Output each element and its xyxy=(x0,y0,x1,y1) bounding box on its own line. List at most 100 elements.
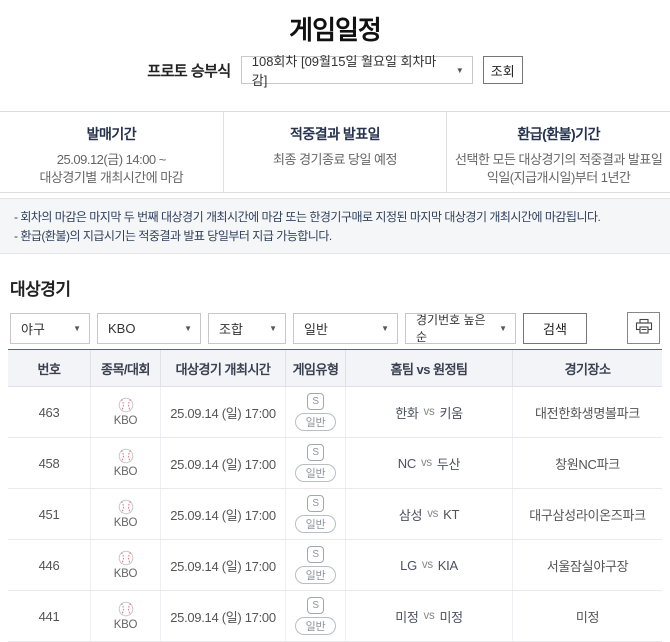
col-header-number: 번호 xyxy=(37,361,61,377)
game-number: 458 xyxy=(38,455,60,471)
league-label: KBO xyxy=(113,568,138,580)
away-team: KT xyxy=(443,506,460,522)
table-row: 463 KBO 25.09.14 (일) 17:00 S 일반 한화 vs 키움… xyxy=(8,387,662,438)
games-table: 번호 종목/대회 대상경기 개최시간 게임유형 홈팀 vs 원정팀 경기장소 4… xyxy=(8,349,662,642)
info-title: 발매기간 xyxy=(86,126,137,142)
home-team: LG xyxy=(400,557,417,573)
single-type-icon: S xyxy=(307,444,324,461)
col-header-time: 대상경기 개최시간 xyxy=(160,350,285,386)
game-type-cell: S 일반 xyxy=(285,438,345,488)
info-strip: 발매기간 25.09.12(금) 14:00 ~ 대상경기별 개최시간에 마감 … xyxy=(0,111,670,193)
away-team: 두산 xyxy=(436,456,461,472)
game-type-cell: S 일반 xyxy=(285,591,345,641)
vs-label: vs xyxy=(420,457,432,469)
search-button[interactable]: 검색 xyxy=(523,312,587,344)
chevron-down-icon: ▼ xyxy=(73,323,81,333)
table-row: 458 KBO 25.09.14 (일) 17:00 S 일반 NC vs 두산… xyxy=(8,438,662,489)
info-box-refund-period: 환급(환불)기간 선택한 모든 대상경기의 적중결과 발표일 익일(지급개시일)… xyxy=(446,112,670,192)
venue-cell: 서울잠실야구장 xyxy=(512,540,662,590)
baseball-icon xyxy=(118,601,134,617)
proto-label: 프로토 승부식 xyxy=(147,62,231,80)
league-label: KBO xyxy=(113,466,138,478)
vs-label: vs xyxy=(427,508,439,520)
game-type-cell: S 일반 xyxy=(285,387,345,437)
teams-cell: 한화 vs 키움 xyxy=(345,387,512,437)
league-select[interactable]: KBO ▼ xyxy=(97,312,201,344)
info-line: 25.09.12(금) 14:00 ~ xyxy=(56,152,167,167)
venue-cell: 미정 xyxy=(512,591,662,641)
sport-cell: KBO xyxy=(90,540,160,590)
combo-select-value: 조합 xyxy=(219,321,243,337)
baseball-icon xyxy=(118,550,134,566)
game-number: 463 xyxy=(38,404,60,420)
league-select-value: KBO xyxy=(108,320,136,336)
game-number: 451 xyxy=(38,506,60,522)
info-box-sale-period: 발매기간 25.09.12(금) 14:00 ~ 대상경기별 개최시간에 마감 xyxy=(0,112,223,192)
game-type-badge: 일반 xyxy=(294,617,337,635)
chevron-down-icon: ▼ xyxy=(381,323,389,333)
match-time: 25.09.14 (일) 17:00 xyxy=(160,540,285,590)
inquiry-button[interactable]: 조회 xyxy=(482,56,523,84)
match-time: 25.09.14 (일) 17:00 xyxy=(160,591,285,641)
home-team: NC xyxy=(397,455,416,471)
table-row: 441 KBO 25.09.14 (일) 17:00 S 일반 미정 vs 미정… xyxy=(8,591,662,642)
sport-cell: KBO xyxy=(90,489,160,539)
table-header-row: 번호 종목/대회 대상경기 개최시간 게임유형 홈팀 vs 원정팀 경기장소 xyxy=(8,350,662,387)
print-button[interactable] xyxy=(627,312,660,344)
chevron-down-icon: ▼ xyxy=(455,65,464,75)
sort-select-value: 경기번호 높은순 xyxy=(416,313,486,344)
single-type-icon: S xyxy=(307,393,324,410)
baseball-icon xyxy=(118,397,134,413)
info-line: 선택한 모든 대상경기의 적중결과 발표일 xyxy=(455,152,663,167)
filter-bar: 야구 ▼ KBO ▼ 조합 ▼ 일반 ▼ 경기번호 높은순 ▼ 검색 xyxy=(10,312,660,344)
round-select-value: 108회차 [09월15일 월요일 회차마감] xyxy=(251,54,437,88)
game-type-badge: 일반 xyxy=(294,566,337,584)
game-type-badge: 일반 xyxy=(294,464,337,482)
single-type-icon: S xyxy=(307,546,324,563)
teams-cell: 미정 vs 미정 xyxy=(345,591,512,641)
league-label: KBO xyxy=(113,517,138,529)
chevron-down-icon: ▼ xyxy=(184,323,192,333)
game-type-cell: S 일반 xyxy=(285,540,345,590)
teams-cell: LG vs KIA xyxy=(345,540,512,590)
teams-cell: 삼성 vs KT xyxy=(345,489,512,539)
type-select[interactable]: 일반 ▼ xyxy=(293,312,398,344)
type-select-value: 일반 xyxy=(304,321,328,337)
sport-select[interactable]: 야구 ▼ xyxy=(10,312,90,344)
teams-cell: NC vs 두산 xyxy=(345,438,512,488)
vs-label: vs xyxy=(423,610,435,622)
game-number: 441 xyxy=(38,608,60,624)
chevron-down-icon: ▼ xyxy=(499,323,507,333)
vs-label: vs xyxy=(421,559,433,571)
home-team: 한화 xyxy=(395,405,419,421)
game-type-cell: S 일반 xyxy=(285,489,345,539)
info-line: 최종 경기종료 당일 예정 xyxy=(273,152,397,167)
game-number: 446 xyxy=(38,557,60,573)
league-label: KBO xyxy=(113,619,138,631)
info-title: 적중결과 발표일 xyxy=(289,126,381,142)
info-title: 환급(환불)기간 xyxy=(517,126,600,142)
combo-select[interactable]: 조합 ▼ xyxy=(208,312,286,344)
col-header-venue: 경기장소 xyxy=(512,350,662,386)
sort-select[interactable]: 경기번호 높은순 ▼ xyxy=(405,312,516,344)
section-title-target-games: 대상경기 xyxy=(10,280,71,299)
round-select[interactable]: 108회차 [09월15일 월요일 회차마감] ▼ xyxy=(240,54,473,88)
info-line: 익일(지급개시일)부터 1년간 xyxy=(486,170,631,185)
vs-label: vs xyxy=(423,406,435,418)
page-title: 게임일정 xyxy=(289,15,382,45)
notice-line: - 환급(환불)의 지급시기는 적중결과 발표 당일부터 지급 가능합니다. xyxy=(14,229,332,243)
venue-cell: 대전한화생명볼파크 xyxy=(512,387,662,437)
info-line: 대상경기별 개최시간에 마감 xyxy=(39,170,184,185)
col-header-sport: 종목/대회 xyxy=(90,350,160,386)
table-row: 451 KBO 25.09.14 (일) 17:00 S 일반 삼성 vs KT… xyxy=(8,489,662,540)
baseball-icon xyxy=(118,448,134,464)
match-time: 25.09.14 (일) 17:00 xyxy=(160,387,285,437)
baseball-icon xyxy=(118,499,134,515)
venue-cell: 대구삼성라이온즈파크 xyxy=(512,489,662,539)
game-type-badge: 일반 xyxy=(294,413,337,431)
sport-cell: KBO xyxy=(90,591,160,641)
notice-line: - 회차의 마감은 마지막 두 번째 대상경기 개최시간에 마감 또는 한경기구… xyxy=(14,210,601,224)
venue-cell: 창원NC파크 xyxy=(512,438,662,488)
notice-box: - 회차의 마감은 마지막 두 번째 대상경기 개최시간에 마감 또는 한경기구… xyxy=(0,198,670,254)
